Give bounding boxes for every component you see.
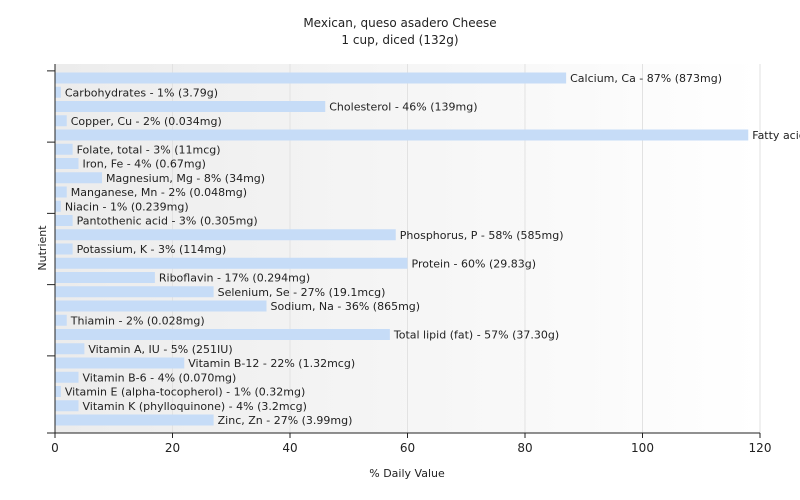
x-tick-label: 120: [749, 441, 772, 455]
bar-label: Cholesterol - 46% (139mg): [329, 101, 477, 114]
x-tick-label: 40: [282, 441, 297, 455]
x-tick-label: 80: [517, 441, 532, 455]
bar: [55, 158, 79, 169]
bars: Calcium, Ca - 87% (873mg) Carbohydrates -…: [55, 72, 800, 427]
chart-title: Mexican, queso asadero Cheese: [303, 16, 496, 30]
axes: 0 20 40 60 80 100 120: [47, 64, 771, 455]
bar: [55, 72, 567, 84]
bar-label: Potassium, K - 3% (114mg): [77, 243, 227, 256]
bar-label: Folate, total - 3% (11mcg): [77, 143, 221, 156]
bar: [55, 101, 326, 112]
bar-label: Calcium, Ca - 87% (873mg): [570, 72, 722, 85]
bar-label: Vitamin B-6 - 4% (0.070mg): [83, 371, 237, 384]
bar-label: Fatty acids, total saturated - 118% (23.…: [752, 129, 800, 142]
bar: [55, 314, 67, 326]
bar-label: Protein - 60% (29.83g): [412, 257, 537, 270]
bar-label: Sodium, Na - 36% (865mg): [271, 300, 421, 313]
bar: [55, 143, 73, 155]
bar-label: Phosphorus, P - 58% (585mg): [400, 229, 564, 242]
bar: [55, 272, 155, 283]
chart-subtitle: 1 cup, diced (132g): [341, 33, 458, 47]
bar: [55, 186, 67, 198]
bar-label: Copper, Cu - 2% (0.034mg): [71, 115, 222, 128]
bar: [55, 357, 185, 369]
bar: [55, 115, 67, 127]
bar-label: Magnesium, Mg - 8% (34mg): [106, 172, 265, 185]
bar: [55, 200, 61, 212]
bar-label: Thiamin - 2% (0.028mg): [70, 314, 205, 327]
bar-label: Vitamin E (alpha-tocopherol) - 1% (0.32m…: [65, 386, 305, 399]
bar: [55, 300, 267, 312]
bar-label: Selenium, Se - 27% (19.1mcg): [218, 286, 386, 299]
x-tick-label: 100: [631, 441, 654, 455]
x-tick-label: 60: [400, 441, 415, 455]
bar-label: Total lipid (fat) - 57% (37.30g): [393, 329, 559, 342]
bar-label: Vitamin A, IU - 5% (251IU): [88, 343, 232, 356]
bar: [55, 414, 214, 426]
bar: [55, 243, 73, 255]
bar-label: Carbohydrates - 1% (3.79g): [65, 86, 218, 99]
bar-label: Niacin - 1% (0.239mg): [65, 200, 189, 213]
bar-label: Iron, Fe - 4% (0.67mg): [83, 158, 206, 171]
grid-lines: [172, 64, 761, 433]
bar: [55, 229, 396, 241]
bar-label: Manganese, Mn - 2% (0.048mg): [71, 186, 247, 199]
x-tick-label: 0: [51, 441, 59, 455]
bar: [55, 400, 79, 412]
y-axis-title: Nutrient: [36, 225, 49, 271]
bar: [55, 329, 390, 340]
bar: [55, 257, 408, 269]
x-tick-label: 20: [165, 441, 180, 455]
bar: [55, 86, 61, 98]
bar: [55, 286, 214, 298]
bar: [55, 215, 73, 226]
bar-label: Vitamin K (phylloquinone) - 4% (3.2mcg): [83, 400, 307, 413]
bar-label: Zinc, Zn - 27% (3.99mg): [218, 414, 353, 427]
x-axis-title: % Daily Value: [369, 467, 445, 480]
bar: [55, 343, 85, 355]
bar: [55, 371, 79, 383]
bar: [55, 172, 102, 184]
bar: [55, 129, 749, 141]
bar: [55, 386, 61, 397]
bar-label: Pantothenic acid - 3% (0.305mg): [77, 215, 258, 228]
bar-label: Riboflavin - 17% (0.294mg): [159, 272, 310, 285]
bar-label: Vitamin B-12 - 22% (1.32mcg): [188, 357, 355, 370]
